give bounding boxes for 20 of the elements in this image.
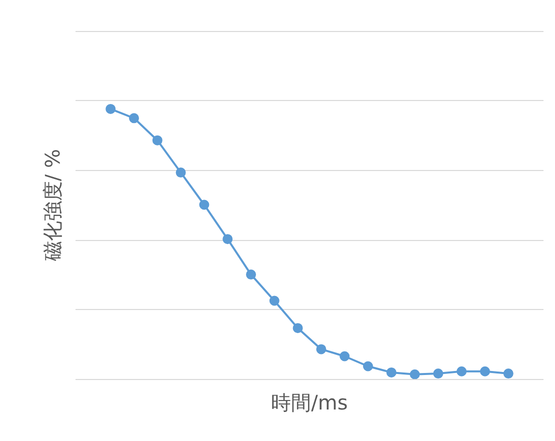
point (340, 351, 350, 362)
point (503, 368, 514, 379)
point (386, 367, 396, 378)
y-axis-title: 磁化強度/ % (40, 148, 64, 262)
point (316, 344, 326, 354)
point (456, 366, 467, 376)
point (152, 135, 162, 146)
point (363, 361, 373, 372)
point (433, 368, 444, 379)
point (292, 323, 303, 334)
point (269, 296, 280, 306)
point (199, 200, 210, 210)
point (176, 168, 186, 178)
point (222, 234, 233, 244)
point (246, 270, 256, 280)
x-axis-title: 時間/ms (271, 390, 348, 414)
point (106, 104, 116, 114)
point (410, 369, 420, 380)
point (129, 113, 139, 124)
point (480, 366, 490, 376)
